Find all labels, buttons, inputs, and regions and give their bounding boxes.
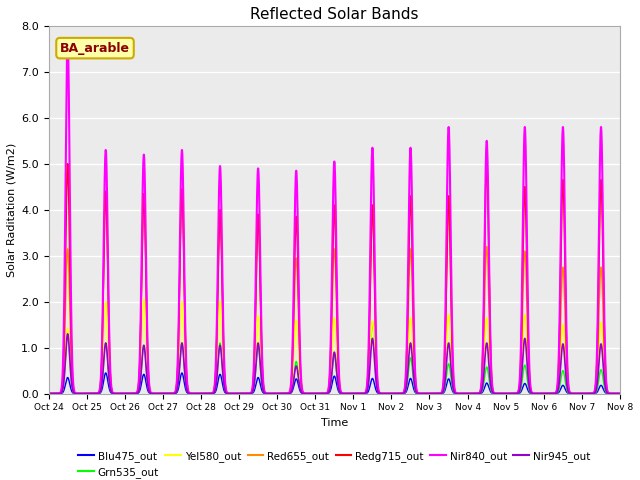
Yel580_out <box>616 391 623 396</box>
Red655_out <box>314 391 321 396</box>
Nir945_out <box>64 331 72 337</box>
Grn535_out <box>369 320 376 325</box>
Line: Red655_out: Red655_out <box>49 189 620 394</box>
Title: Reflected Solar Bands: Reflected Solar Bands <box>250 7 419 22</box>
Nir945_out <box>148 391 156 396</box>
Blu475_out <box>578 391 586 396</box>
Nir945_out <box>463 391 470 396</box>
Nir840_out <box>45 391 52 396</box>
Blu475_out <box>148 391 156 396</box>
Nir840_out <box>314 391 321 396</box>
Red655_out <box>431 391 438 396</box>
Nir945_out <box>616 391 624 396</box>
Grn535_out <box>578 391 586 396</box>
Nir840_out <box>64 37 72 43</box>
Grn535_out <box>616 391 623 396</box>
Nir945_out <box>314 391 321 396</box>
Line: Grn535_out: Grn535_out <box>49 323 620 394</box>
Redg715_out <box>45 391 52 396</box>
Nir840_out <box>431 391 439 396</box>
Red655_out <box>147 390 155 396</box>
Red655_out <box>616 391 624 396</box>
Redg715_out <box>616 391 624 396</box>
Blu475_out <box>102 370 109 376</box>
Blu475_out <box>45 391 52 396</box>
Red655_out <box>463 391 470 396</box>
Nir840_out <box>273 391 281 396</box>
Grn535_out <box>495 391 503 396</box>
Blu475_out <box>431 391 438 396</box>
Yel580_out <box>148 391 156 396</box>
Nir840_out <box>495 391 503 396</box>
Red655_out <box>616 391 623 396</box>
Blu475_out <box>314 391 321 396</box>
Blu475_out <box>495 391 503 396</box>
Grn535_out <box>147 391 155 396</box>
Blu475_out <box>616 391 624 396</box>
Blu475_out <box>463 391 470 396</box>
Red655_out <box>178 186 186 192</box>
Nir840_out <box>148 390 156 396</box>
Nir945_out <box>495 391 503 396</box>
Y-axis label: Solar Raditation (W/m2): Solar Raditation (W/m2) <box>7 143 17 277</box>
Text: BA_arable: BA_arable <box>60 42 130 55</box>
Redg715_out <box>483 158 490 164</box>
Redg715_out <box>463 391 470 396</box>
Yel580_out <box>314 391 321 396</box>
Line: Redg715_out: Redg715_out <box>49 161 620 394</box>
Grn535_out <box>45 391 52 396</box>
Yel580_out <box>495 391 503 396</box>
Legend: Blu475_out, Grn535_out, Yel580_out, Red655_out, Redg715_out, Nir840_out, Nir945_: Blu475_out, Grn535_out, Yel580_out, Red6… <box>74 446 595 480</box>
Nir945_out <box>45 391 52 396</box>
Nir945_out <box>312 391 319 396</box>
Grn535_out <box>313 391 321 396</box>
Nir945_out <box>431 391 439 396</box>
Red655_out <box>495 391 503 396</box>
Yel580_out <box>616 391 624 396</box>
Redg715_out <box>431 391 438 396</box>
Line: Yel580_out: Yel580_out <box>49 300 620 394</box>
X-axis label: Time: Time <box>321 418 348 428</box>
Yel580_out <box>140 297 148 302</box>
Yel580_out <box>463 391 470 396</box>
Grn535_out <box>616 391 624 396</box>
Redg715_out <box>273 391 281 396</box>
Redg715_out <box>314 391 321 396</box>
Nir945_out <box>616 391 623 396</box>
Red655_out <box>45 391 52 396</box>
Redg715_out <box>495 391 503 396</box>
Yel580_out <box>45 391 52 396</box>
Line: Nir840_out: Nir840_out <box>49 40 620 394</box>
Blu475_out <box>616 391 623 396</box>
Nir840_out <box>463 391 470 396</box>
Redg715_out <box>616 391 623 396</box>
Red655_out <box>578 391 586 396</box>
Nir840_out <box>616 391 623 396</box>
Grn535_out <box>431 391 438 396</box>
Yel580_out <box>431 391 438 396</box>
Line: Blu475_out: Blu475_out <box>49 373 620 394</box>
Nir840_out <box>616 391 624 396</box>
Redg715_out <box>147 390 155 396</box>
Line: Nir945_out: Nir945_out <box>49 334 620 394</box>
Grn535_out <box>463 391 470 396</box>
